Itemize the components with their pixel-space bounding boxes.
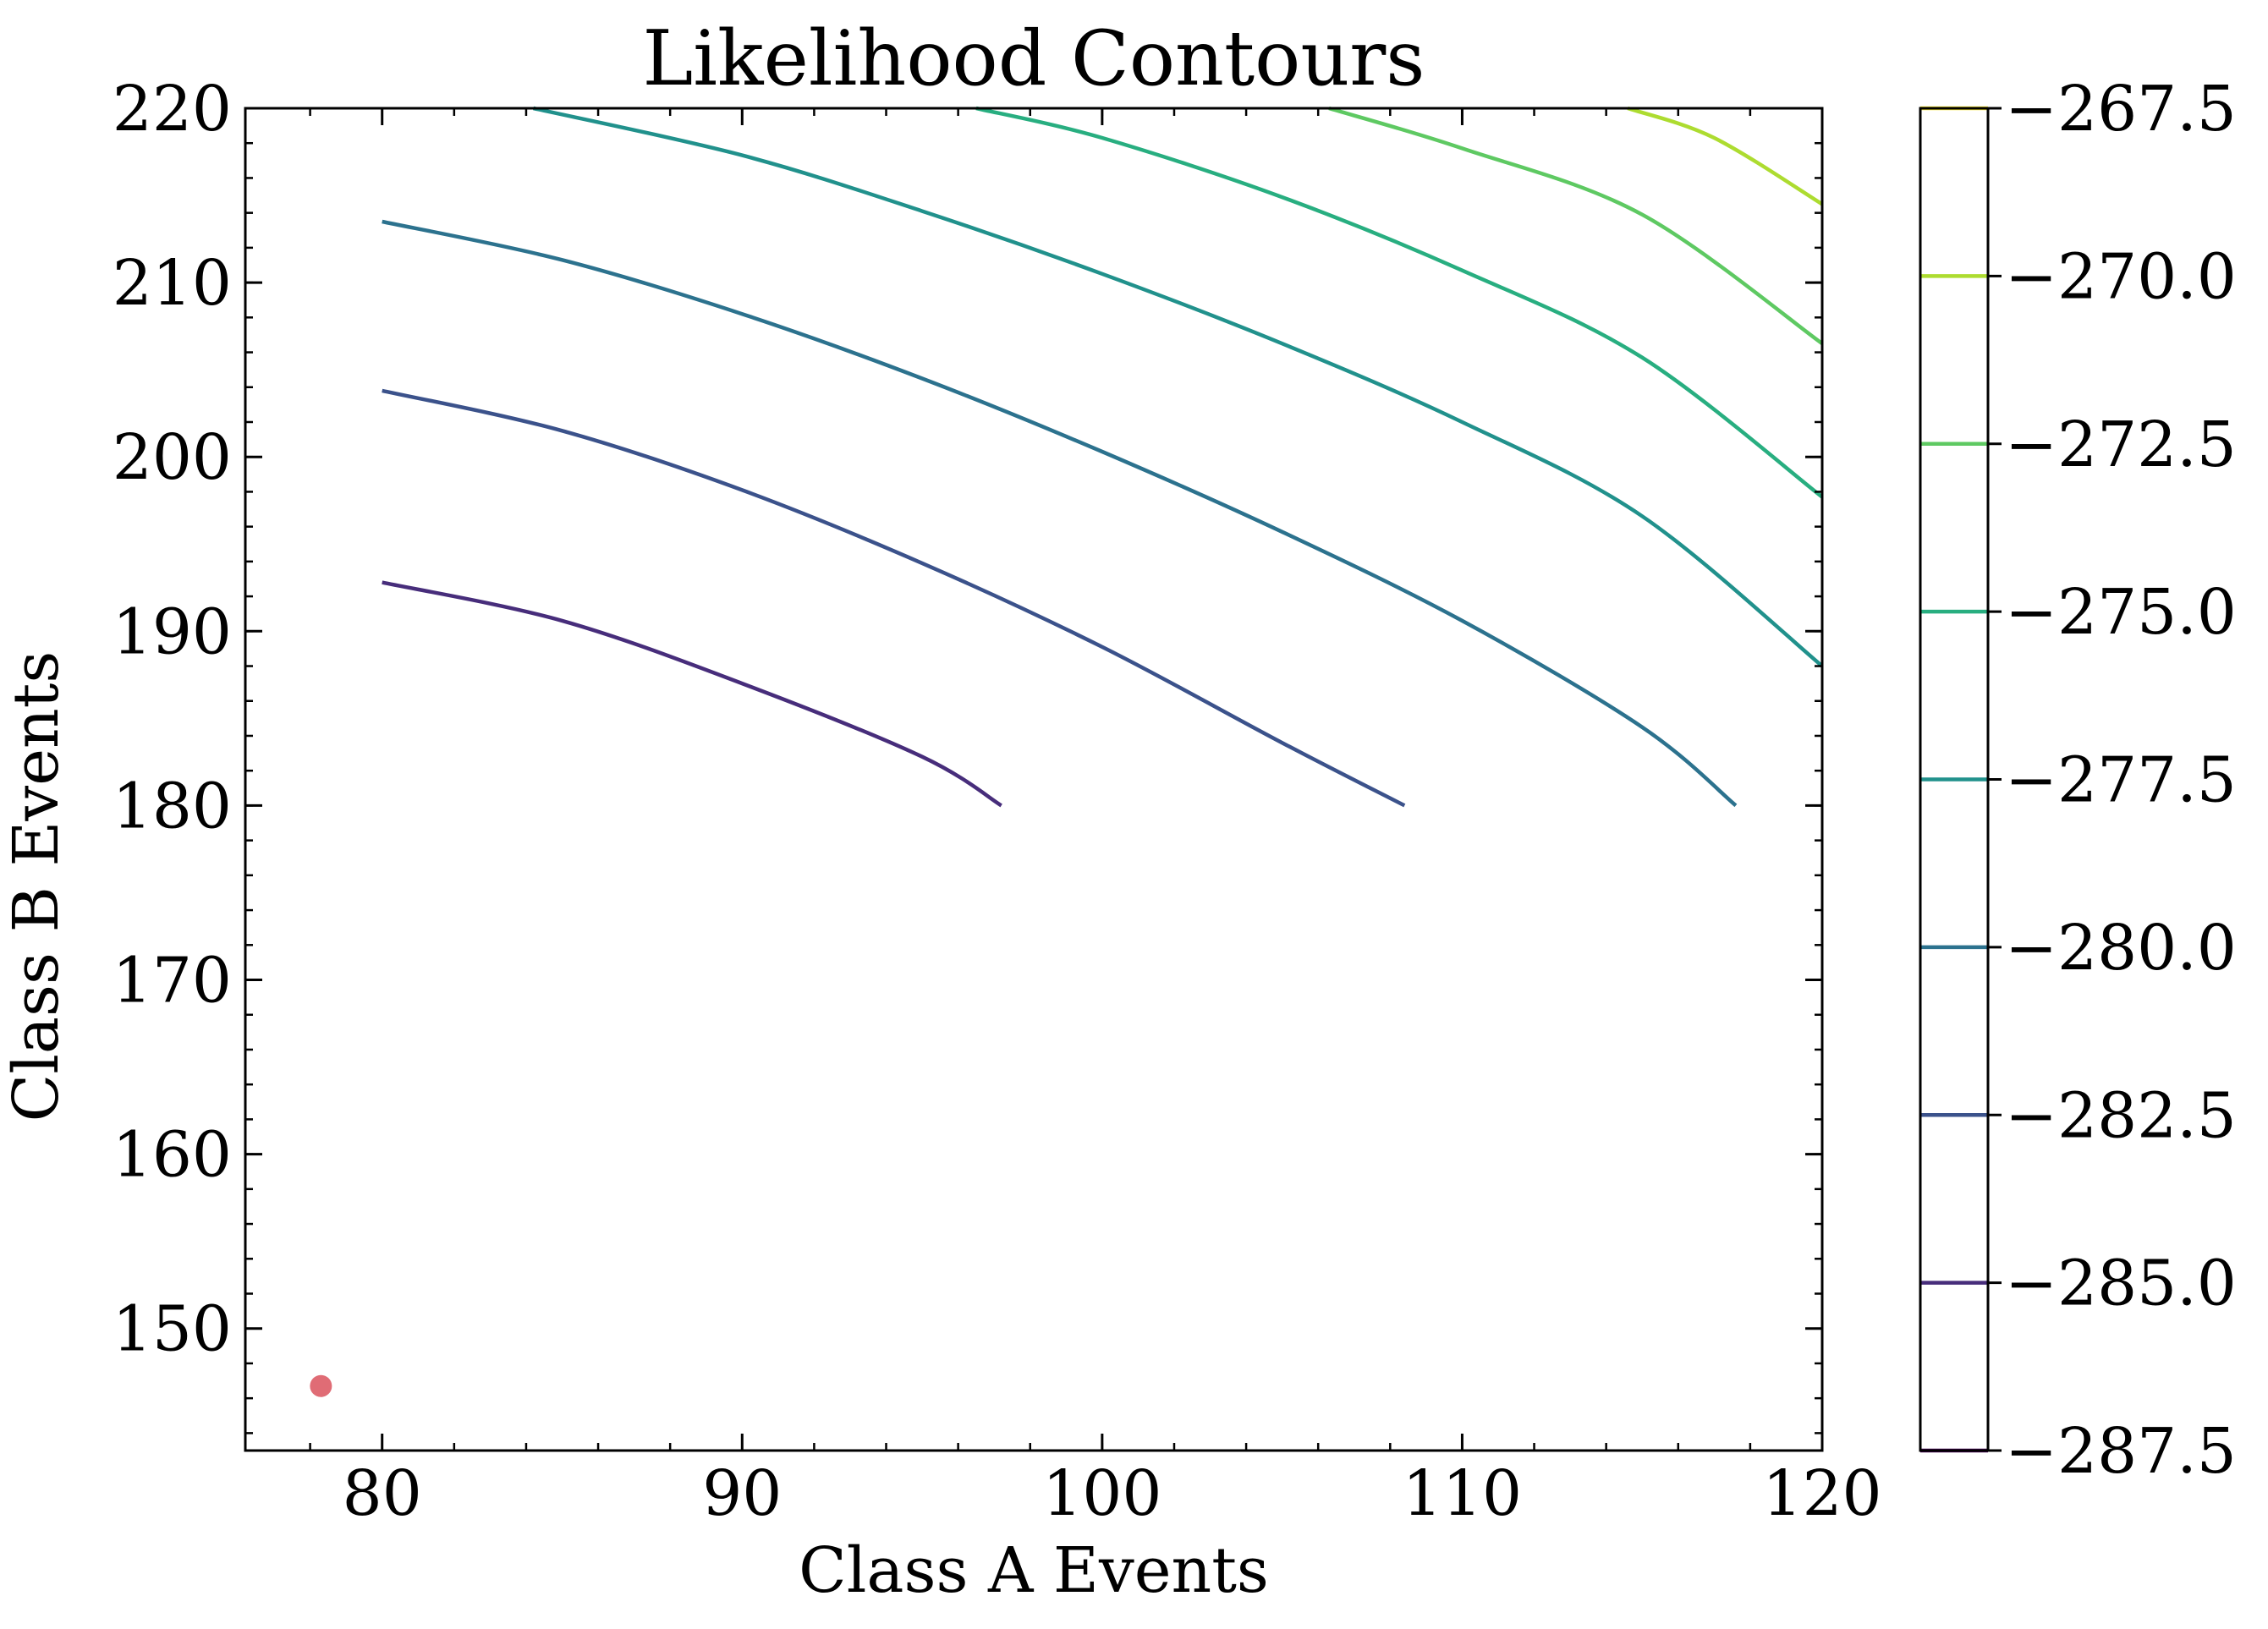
contour-line-5 (1328, 106, 1824, 346)
contour-line-2 (382, 219, 1738, 808)
y-tick-label: 160 (113, 1119, 232, 1192)
y-tick-label: 150 (113, 1293, 232, 1366)
colorbar-tick-label: −287.5 (2005, 1415, 2237, 1488)
x-axis-label: Class A Events (799, 1534, 1269, 1607)
y-tick-label: 210 (113, 247, 232, 320)
y-axis-label: Class B Events (0, 651, 73, 1122)
colorbar-tick-label: −275.0 (2005, 576, 2237, 649)
plot-area: 80 90 100 110 120 150 160 170 180 190 200 210 220 (113, 73, 1882, 1530)
y-tick-label: 200 (113, 421, 232, 494)
colorbar-tick-label: −277.5 (2005, 744, 2237, 817)
colorbar-tick-label: −270.0 (2005, 240, 2237, 313)
y-tick-label: 220 (113, 73, 232, 145)
x-tick-label: 110 (1403, 1457, 1522, 1530)
chart-title: Likelihood Contours (642, 14, 1425, 103)
colorbar: −287.5 −285.0 −282.5 −280.0 −277.5 −275.0 −272… (1919, 73, 2237, 1488)
contour-line-3 (533, 106, 1824, 668)
colorbar-tick-label: −282.5 (2005, 1079, 2237, 1152)
x-tick-label: 80 (343, 1457, 422, 1530)
colorbar-tick-label: −280.0 (2005, 912, 2237, 985)
colorbar-tick-label: −285.0 (2005, 1248, 2237, 1320)
contour-lines (382, 106, 1824, 808)
x-axis-ticks: 80 90 100 110 120 (309, 108, 1882, 1530)
marker-layer (310, 1374, 332, 1397)
y-tick-label: 180 (113, 770, 232, 842)
colorbar-tick-label: −267.5 (2005, 73, 2237, 145)
contour-line-1 (382, 388, 1406, 808)
y-axis-ticks: 150 160 170 180 190 200 210 220 (113, 73, 1822, 1434)
y-tick-label: 170 (113, 945, 232, 1017)
y-tick-label: 190 (113, 595, 232, 668)
data-marker (310, 1374, 332, 1397)
colorbar-ticks: −287.5 −285.0 −282.5 −280.0 −277.5 −275.0 −272… (1988, 73, 2237, 1488)
x-tick-label: 100 (1042, 1457, 1161, 1530)
colorbar-level-lines (1920, 106, 1988, 1453)
contour-line-0 (382, 580, 1002, 808)
colorbar-tick-label: −272.5 (2005, 409, 2237, 481)
x-tick-label: 120 (1762, 1457, 1881, 1530)
contour-line-6 (1627, 106, 1824, 206)
x-tick-label: 90 (702, 1457, 782, 1530)
contour-line-4 (975, 106, 1824, 499)
plot-frame (244, 107, 1824, 1452)
